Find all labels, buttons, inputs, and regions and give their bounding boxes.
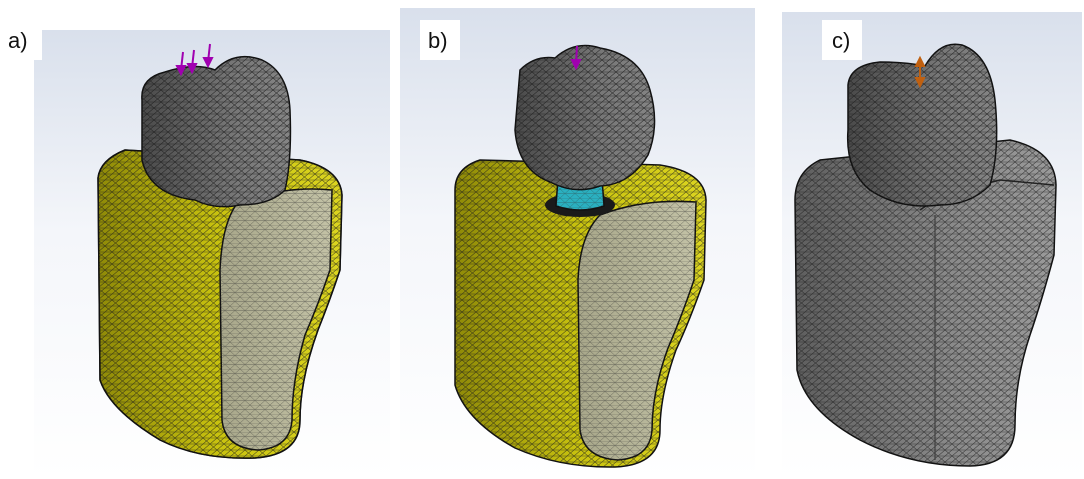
panel-label: c) xyxy=(832,28,850,53)
panel-label: b) xyxy=(428,28,448,53)
figure: a) b) c) xyxy=(0,0,1084,479)
panel-label: a) xyxy=(8,28,28,53)
